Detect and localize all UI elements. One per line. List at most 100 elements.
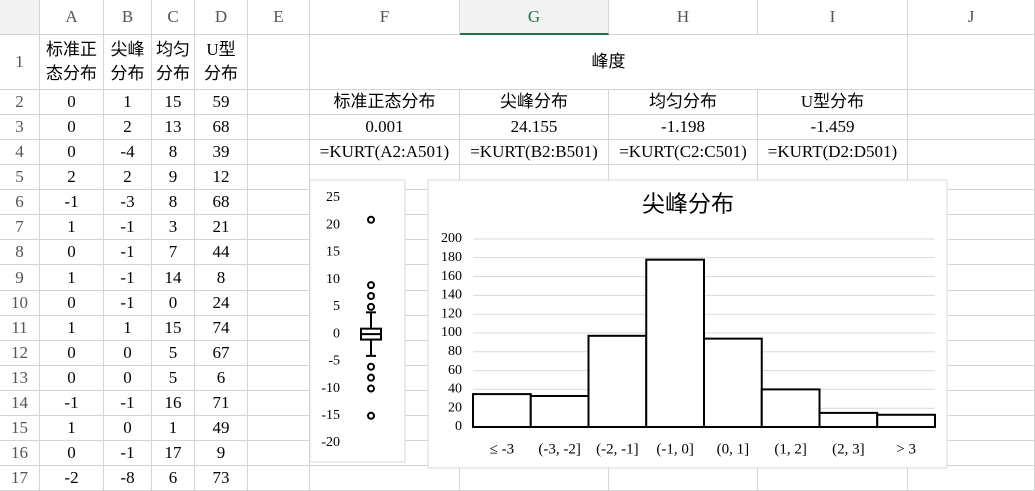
cell: 5 [152,340,195,366]
y-tick-label: 20 [326,217,340,232]
empty-cell [248,35,310,90]
cell: 1 [40,315,104,341]
cell: 2 [104,165,152,191]
cell: 均匀分布 [152,35,195,90]
row-header[interactable]: 16 [0,440,40,467]
cell: 0.001 [310,115,460,141]
row-header[interactable]: 7 [0,215,40,241]
y-tick-label: 10 [326,272,340,287]
empty-cell [248,140,310,166]
cell: 7 [152,240,195,266]
bar [472,393,532,429]
y-tick-label: 20 [448,400,462,415]
corner [0,0,40,35]
cell: 68 [195,115,248,141]
column-header[interactable]: G [460,0,609,35]
cell: 16 [152,390,195,416]
cell: 2 [104,115,152,141]
cell: 17 [152,440,195,467]
cell: 1 [152,415,195,441]
cell: 2 [40,165,104,191]
cell: 0 [40,240,104,266]
cell: 24.155 [460,115,609,141]
cell: 14 [152,265,195,291]
cell: -1 [104,265,152,291]
box-chart-frame [309,179,406,463]
row-header[interactable]: 8 [0,240,40,266]
row-header[interactable]: 11 [0,315,40,341]
cell: 49 [195,415,248,441]
empty-cell [248,165,310,191]
column-header[interactable]: A [40,0,104,35]
cell: -1.198 [609,115,758,141]
cell: 0 [152,290,195,316]
y-tick-label: -20 [321,435,340,450]
cell: -3 [104,190,152,216]
cell: 均匀分布 [609,90,758,116]
empty-cell [248,90,310,116]
column-header[interactable]: E [248,0,310,35]
cell: 6 [195,365,248,391]
cell: 0 [40,115,104,141]
y-tick-label: -5 [328,354,340,369]
y-tick-label: 0 [455,419,462,434]
cell: 0 [40,365,104,391]
row-header[interactable]: 12 [0,340,40,366]
cell: 24 [195,290,248,316]
row-header[interactable]: 13 [0,365,40,391]
outlier [367,292,375,300]
column-header[interactable]: J [908,0,1035,35]
y-tick-label: 80 [448,344,462,359]
empty-cell [248,115,310,141]
column-header[interactable]: B [104,0,152,35]
column-header[interactable]: C [152,0,195,35]
row-header[interactable]: 6 [0,190,40,216]
outlier [367,362,375,371]
row-header[interactable]: 10 [0,290,40,316]
cell: =KURT(B2:B501) [460,140,609,166]
y-tick-label: 0 [333,326,340,341]
cell: -1.459 [758,115,908,141]
row-header[interactable]: 1 [0,35,40,90]
bar [760,388,821,428]
y-tick-label: 140 [441,288,462,303]
column-header[interactable]: D [195,0,248,35]
outlier [367,281,375,290]
cell: 68 [195,190,248,216]
row-header[interactable]: 15 [0,415,40,441]
cell: 1 [104,315,152,341]
cell: 12 [195,165,248,191]
cell: 1 [104,90,152,116]
row-header[interactable]: 14 [0,390,40,416]
y-tick-label: 200 [441,231,462,246]
column-header[interactable]: F [310,0,460,35]
cell: -1 [104,390,152,416]
cell: U型分布 [195,35,248,90]
cell: 0 [40,440,104,467]
cell: 8 [152,140,195,166]
x-tick-label: (-2, -1] [596,441,638,457]
cell: 0 [104,340,152,366]
y-tick-label: -10 [321,381,340,396]
cell: 1 [40,265,104,291]
cell: 尖峰分布 [460,90,609,116]
column-header[interactable]: I [758,0,908,35]
row-header[interactable]: 3 [0,115,40,141]
cell: 1 [40,215,104,241]
chart-title: 尖峰分布 [642,191,734,216]
column-header[interactable]: H [609,0,758,35]
cell: 峰度 [310,35,908,90]
y-tick-label: 100 [441,325,462,340]
row-header[interactable]: 4 [0,140,40,166]
row-header[interactable]: 2 [0,90,40,116]
row-header[interactable]: 5 [0,165,40,191]
bar [876,413,936,428]
cell: 标准正态分布 [40,35,104,90]
y-tick-label: 5 [333,299,340,314]
cell: 39 [195,140,248,166]
x-tick-label: (-1, 0] [656,441,694,457]
row-header[interactable]: 9 [0,265,40,291]
cell: -4 [104,140,152,166]
cell: 0 [40,140,104,166]
